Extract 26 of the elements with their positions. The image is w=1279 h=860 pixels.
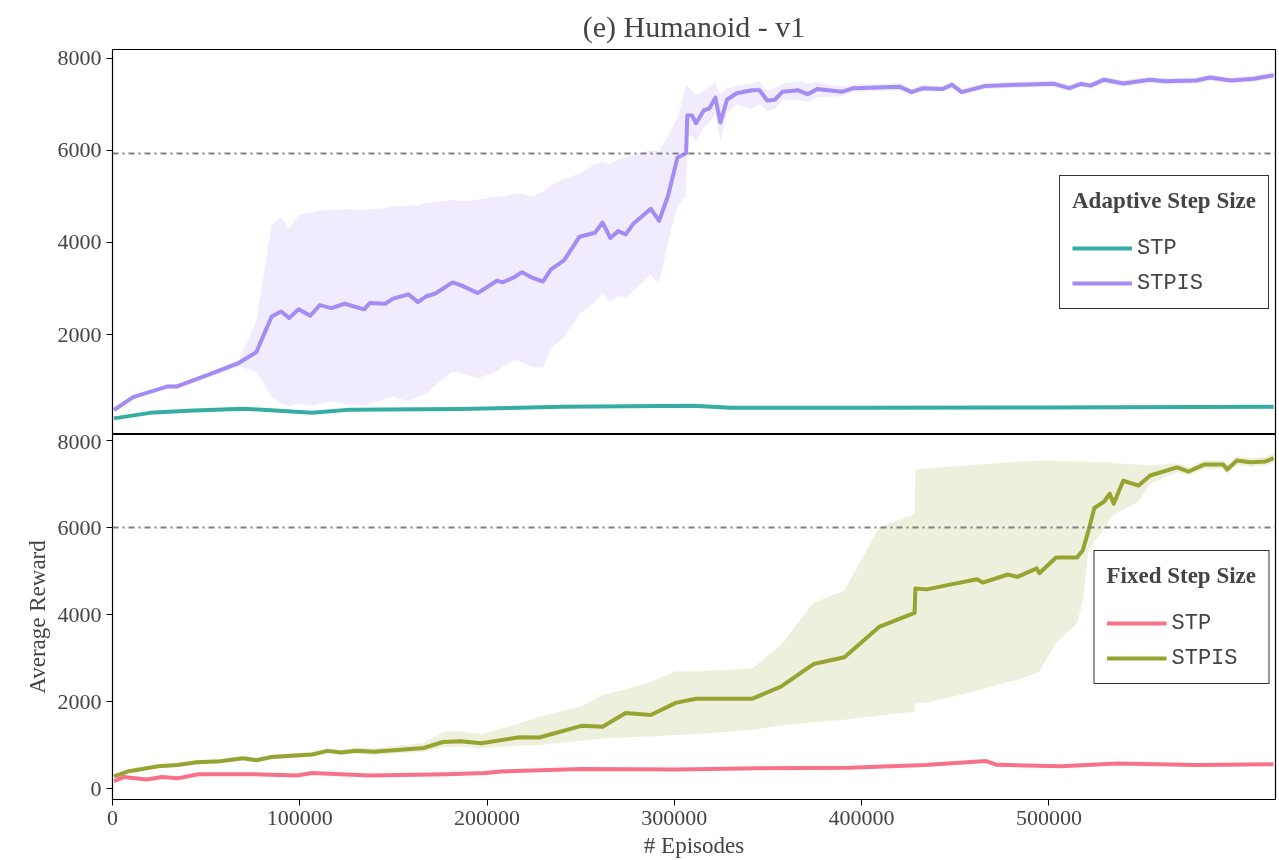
y-tick-label: 8000 [57, 45, 102, 71]
y-axis-title: Average Reward [24, 539, 50, 694]
x-axis-title: # Episodes [643, 832, 745, 858]
x-tick-label: 300000 [641, 804, 708, 830]
legend-label: STP [1171, 610, 1212, 636]
y-tick-label: 2000 [57, 688, 102, 714]
y-tick-label: 6000 [57, 514, 102, 540]
legend-label: STPIS [1171, 645, 1238, 671]
x-tick-label: 200000 [454, 804, 521, 830]
legend-label: STPIS [1137, 270, 1204, 296]
y-tick-label: 4000 [57, 229, 102, 255]
y-tick-label: 6000 [57, 137, 102, 163]
y-tick-label: 2000 [57, 321, 102, 347]
y-tick-label: 4000 [57, 601, 102, 627]
chart-title: (e) Humanoid - v1 [582, 9, 806, 44]
y-tick-label: 8000 [57, 428, 102, 454]
legend-title: Fixed Step Size [1106, 562, 1256, 589]
line-series [112, 759, 1276, 784]
y-tick-label: 0 [90, 775, 102, 801]
x-tick-label: 500000 [1015, 804, 1082, 830]
legend-title: Adaptive Step Size [1072, 187, 1256, 214]
x-tick-label: 400000 [828, 804, 895, 830]
legend-label: STP [1137, 235, 1177, 261]
x-tick-label: 0 [107, 804, 118, 830]
line-series [112, 403, 1276, 421]
x-tick-label: 100000 [266, 804, 333, 830]
